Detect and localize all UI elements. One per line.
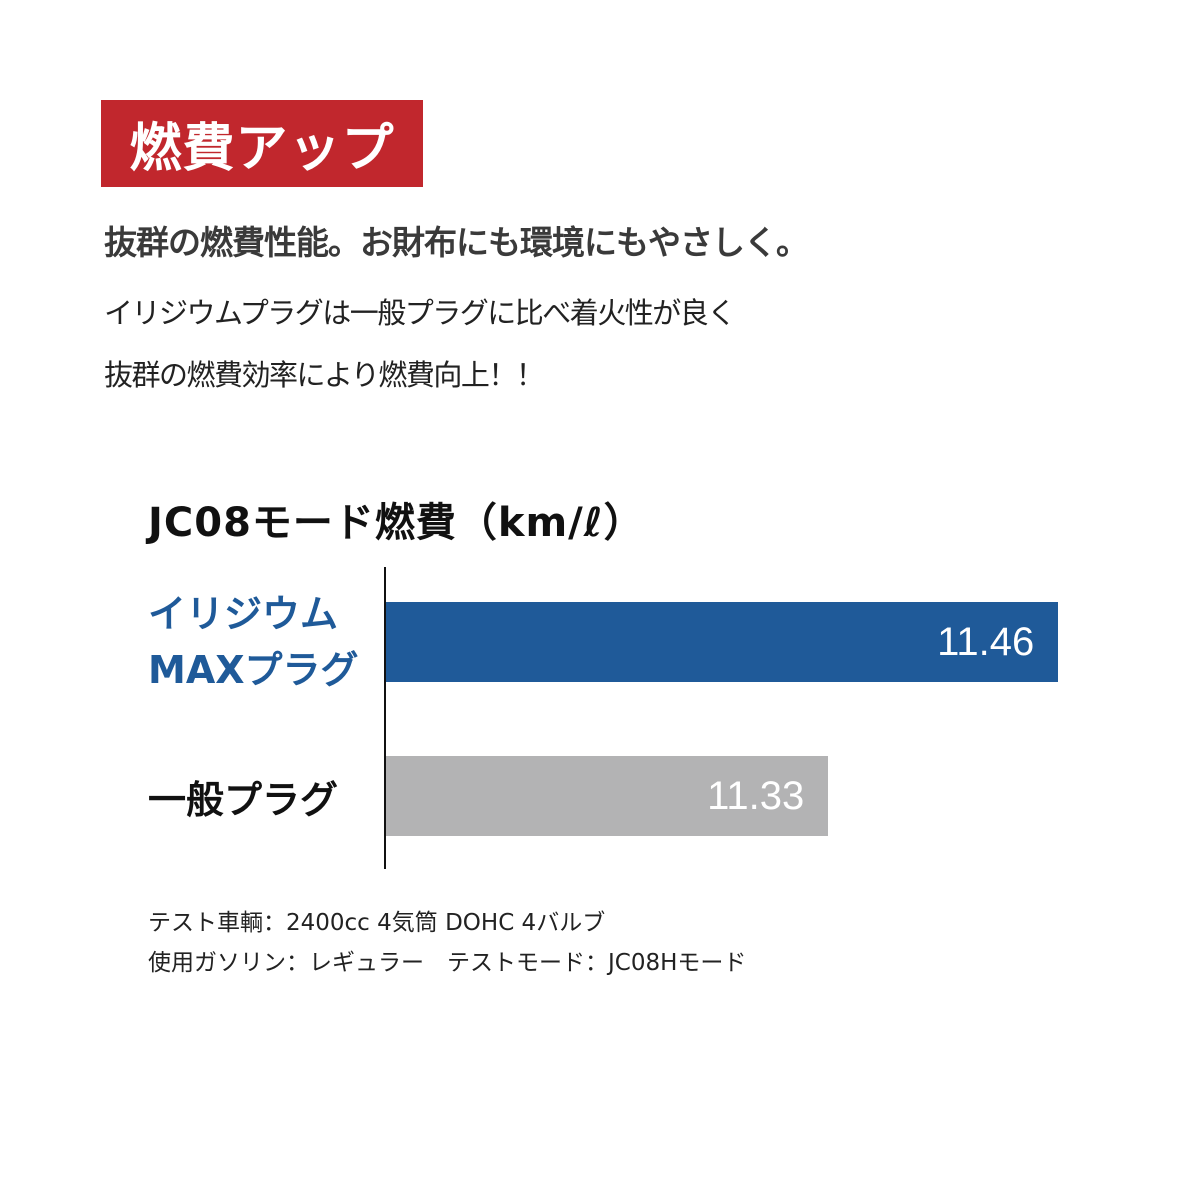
y-axis-line [384,567,386,869]
bar-value-label: 11.46 [937,620,1035,664]
feature-badge: 燃費アップ [101,100,423,187]
bar-iridium: 11.46 [386,602,1059,682]
body-line-1: イリジウムプラグは一般プラグに比べ着火性が良く [104,296,736,330]
category-label-line: イリジウム [148,592,339,636]
category-label-iridium: イリジウム MAXプラグ [148,586,359,698]
category-label-line: MAXプラグ [148,648,359,692]
category-label-line: 一般プラグ [148,778,339,822]
bar-standard: 11.33 [386,756,829,836]
chart-title: JC08モード燃費（km/ℓ） [148,500,645,546]
category-label-standard: 一般プラグ [148,772,338,828]
test-vehicle-note: テスト車輌：2400cc 4気筒 DOHC 4バルブ [148,910,606,936]
test-conditions-note: 使用ガソリン：レギュラー テストモード：JC08Hモード [148,950,747,976]
bar-value-label: 11.33 [707,774,805,818]
headline: 抜群の燃費性能。お財布にも環境にもやさしく。 [104,223,809,262]
body-line-2: 抜群の燃費効率により燃費向上！！ [104,358,545,392]
